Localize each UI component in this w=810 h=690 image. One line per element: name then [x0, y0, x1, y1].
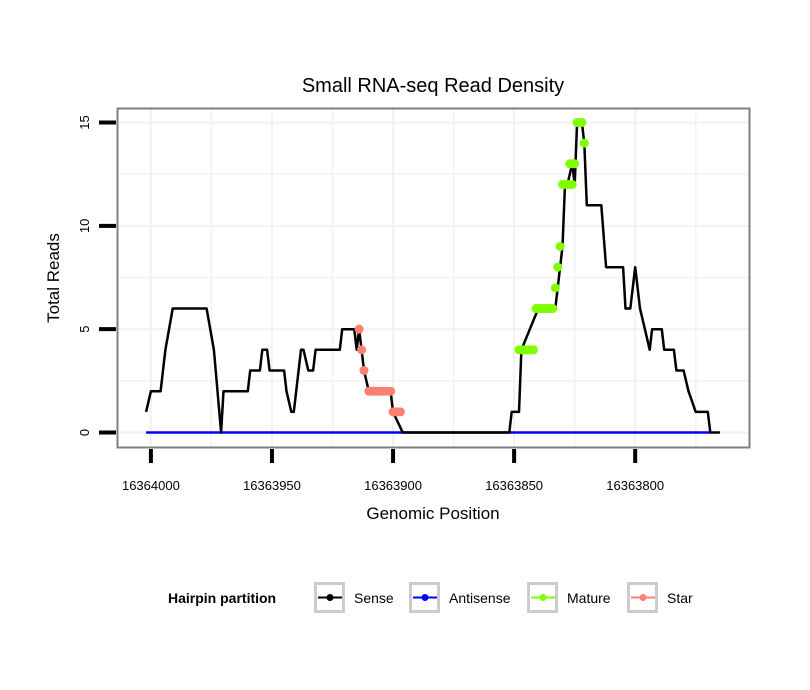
x-tick-label: 16363950 — [243, 478, 301, 493]
series-line-sense — [144, 121, 720, 434]
legend-item-sense: Sense — [314, 582, 394, 613]
x-tick-label: 16364000 — [122, 478, 180, 493]
data-point-mature — [570, 159, 580, 169]
data-point-star — [357, 345, 367, 355]
data-point-mature — [553, 262, 563, 272]
legend-key-point — [639, 594, 647, 601]
legend-label: Antisense — [449, 590, 511, 606]
legend: Hairpin partition Sense Antisense Mature St… — [168, 582, 693, 613]
legend-key-point — [539, 594, 547, 601]
x-tick-label: 16363900 — [364, 478, 422, 493]
legend-item-mature: Mature — [527, 582, 611, 613]
x-tick-label: 16363850 — [485, 478, 543, 493]
y-tick-label: 10 — [77, 219, 92, 233]
data-point-mature — [567, 179, 577, 189]
y-axis-title: Total Reads — [44, 233, 63, 323]
plot-frame — [116, 107, 751, 449]
legend-title: Hairpin partition — [168, 590, 276, 606]
series-mature — [514, 117, 589, 355]
data-point-mature — [577, 117, 587, 127]
y-tick-label: 5 — [77, 326, 92, 333]
data-point-mature — [548, 304, 558, 314]
chart-title: Small RNA-seq Read Density — [302, 75, 564, 97]
series-layer — [144, 117, 720, 434]
x-axis: 16364000 16363950 16363900 16363850 16363800 — [122, 449, 664, 493]
legend-label: Sense — [354, 590, 394, 606]
series-star — [354, 324, 405, 417]
series-sense — [144, 121, 720, 434]
data-point-star — [395, 407, 405, 417]
data-point-star — [359, 366, 369, 376]
x-tick-label: 16363800 — [606, 478, 664, 493]
y-tick-label: 0 — [77, 429, 92, 436]
legend-label: Star — [667, 590, 693, 606]
data-point-mature — [528, 345, 538, 355]
y-axis: 0 5 10 15 — [77, 115, 116, 436]
data-point-mature — [550, 283, 560, 293]
legend-key-point — [421, 594, 429, 601]
x-axis-title: Genomic Position — [366, 504, 499, 523]
legend-label: Mature — [567, 590, 611, 606]
legend-key-point — [326, 594, 334, 601]
legend-item-star: Star — [627, 582, 693, 613]
data-point-mature — [579, 138, 589, 148]
legend-item-antisense: Antisense — [409, 582, 511, 613]
data-point-star — [386, 386, 396, 396]
y-tick-label: 15 — [77, 115, 92, 129]
data-point-mature — [555, 241, 565, 251]
data-point-star — [354, 324, 364, 334]
